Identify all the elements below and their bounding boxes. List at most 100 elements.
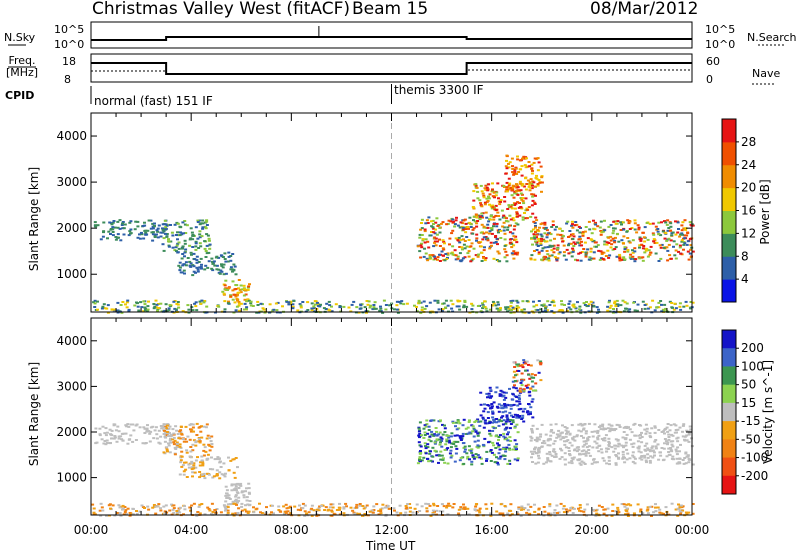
velocity-echo-cell <box>497 436 501 438</box>
power-echo-cell <box>475 233 479 236</box>
power-echo-cell <box>545 309 549 312</box>
velocity-echo-cell <box>181 438 185 440</box>
power-echo-cell <box>469 260 473 263</box>
power-echo-cell <box>669 222 673 225</box>
power-echo-cell <box>161 223 165 226</box>
velocity-echo-cell <box>303 510 307 513</box>
velocity-echo-cell <box>513 413 517 416</box>
velocity-echo-cell <box>536 461 540 464</box>
power-echo-cell <box>240 288 244 291</box>
velocity-echo-cell <box>530 456 533 459</box>
power-echo-cell <box>564 258 568 261</box>
velocity-echo-cell <box>104 443 108 446</box>
velocity-echo-cell <box>678 450 681 453</box>
velocity-echo-cell <box>575 450 579 453</box>
velocity-echo-cell <box>570 460 574 462</box>
power-echo-cell <box>373 301 377 304</box>
velocity-echo-cell <box>437 433 441 436</box>
power-echo-cell <box>515 211 519 214</box>
power-echo-cell <box>420 242 423 245</box>
velocity-echo-cell <box>554 423 558 426</box>
power-echo-cell <box>233 265 237 268</box>
velocity-echo-cell <box>520 379 524 382</box>
velocity-echo-cell <box>225 497 229 499</box>
power-echo-cell <box>156 227 160 230</box>
velocity-echo-cell <box>623 461 627 464</box>
power-echo-cell <box>481 304 485 306</box>
power-echo-cell <box>610 243 614 246</box>
velocity-echo-cell <box>546 439 550 442</box>
power-echo-cell <box>434 244 438 247</box>
power-echo-cell <box>234 295 238 298</box>
velocity-echo-cell <box>520 505 524 508</box>
velocity-echo-cell <box>521 410 525 413</box>
velocity-echo-cell <box>232 471 236 474</box>
power-echo-cell <box>618 253 622 256</box>
power-echo-cell <box>514 238 518 241</box>
power-echo-cell <box>652 238 656 241</box>
power-echo-cell <box>593 245 597 248</box>
velocity-echo-cell <box>605 450 609 453</box>
power-echo-cell <box>602 251 606 254</box>
power-echo-cell <box>531 169 534 172</box>
velocity-echo-cell <box>114 429 118 432</box>
velocity-echo-cell <box>317 507 321 510</box>
power-echo-cell <box>599 257 603 260</box>
power-echo-cell <box>183 272 186 275</box>
velocity-echo-cell <box>653 426 657 429</box>
velocity-echo-cell <box>433 441 437 444</box>
velocity-echo-cell <box>458 422 462 425</box>
velocity-echo-cell <box>466 432 470 435</box>
power-echo-cell <box>526 179 530 182</box>
velocity-echo-cell <box>577 429 581 432</box>
velocity-echo-cell <box>479 420 483 423</box>
power-echo-cell <box>129 220 133 223</box>
power-echo-cell <box>428 234 432 237</box>
velocity-echo-cell <box>614 463 618 466</box>
velocity-echo-cell <box>244 490 247 493</box>
power-echo-cell <box>261 307 265 310</box>
velocity-echo-cell <box>454 445 458 448</box>
velocity-echo-cell <box>284 511 288 514</box>
power-echo-cell <box>539 242 543 245</box>
power-echo-cell <box>625 230 629 233</box>
velocity-echo-cell <box>445 440 449 443</box>
velocity-echo-cell <box>572 456 576 459</box>
power-echo-cell <box>118 227 122 230</box>
power-echo-cell <box>451 253 455 256</box>
velocity-echo-cell <box>447 439 451 442</box>
velocity-echo-cell <box>633 462 637 465</box>
velocity-echo-cell <box>586 438 590 441</box>
velocity-echo-cell <box>449 435 453 438</box>
power-echo-cell <box>489 205 493 208</box>
power-echo-cell <box>540 237 543 240</box>
velocity-echo-cell <box>201 460 205 463</box>
velocity-echo-cell <box>531 398 535 401</box>
power-echo-cell <box>129 232 133 235</box>
power-echo-cell <box>155 229 159 232</box>
velocity-echo-cell <box>683 435 687 438</box>
velocity-echo-cell <box>99 502 103 505</box>
velocity-echo-cell <box>172 432 176 435</box>
velocity-echo-cell <box>527 403 530 405</box>
velocity-echo-cell <box>683 438 686 441</box>
power-echo-cell <box>256 300 260 303</box>
power-echo-cell <box>467 239 471 241</box>
velocity-echo-cell <box>386 505 390 507</box>
power-echo-cell <box>496 243 499 246</box>
nsearch-label: N.Search <box>747 31 797 44</box>
power-echo-cell <box>538 181 542 184</box>
velocity-echo-cell <box>462 442 466 444</box>
power-echo-cell <box>569 308 573 311</box>
power-echo-cell <box>675 243 679 246</box>
velocity-echo-cell <box>637 434 641 437</box>
velocity-echo-cell <box>119 435 123 438</box>
power-echo-cell <box>100 307 104 310</box>
power-echo-cell <box>334 303 338 306</box>
power-echo-cell <box>515 184 519 187</box>
power-echo-cell <box>638 244 642 247</box>
power-echo-cell <box>570 224 574 227</box>
power-echo-cell <box>451 245 455 248</box>
power-echo-cell <box>505 159 508 162</box>
power-echo-cell <box>446 256 449 259</box>
